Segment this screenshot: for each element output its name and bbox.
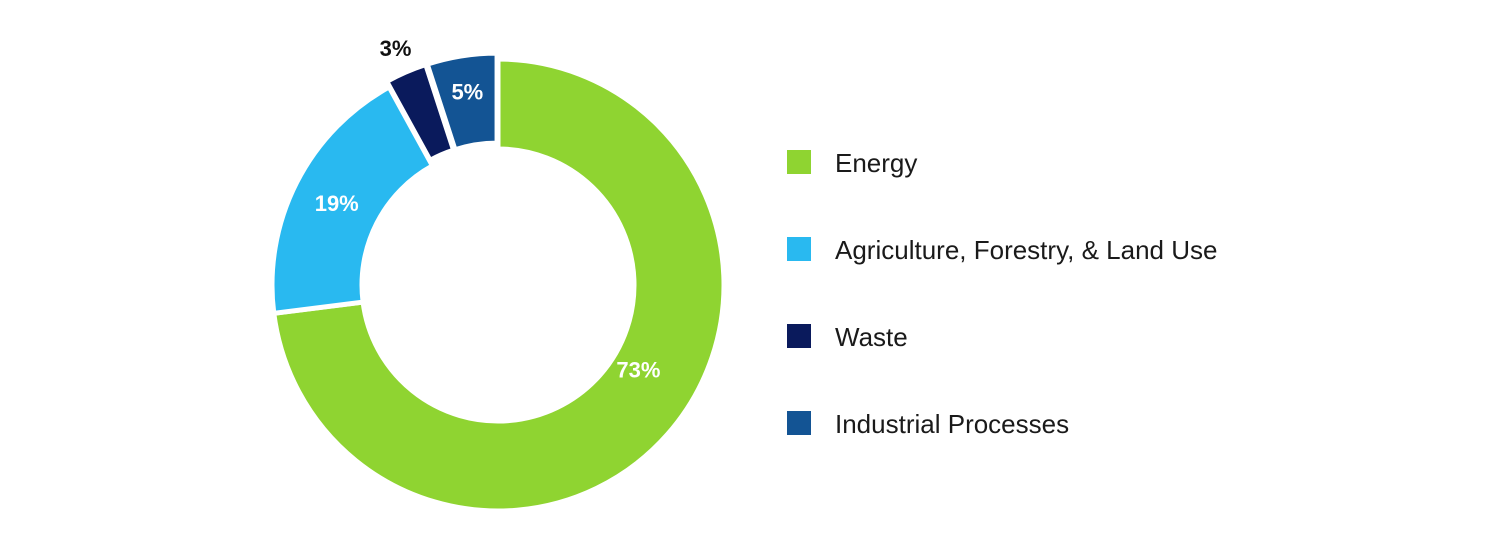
legend-swatch-waste <box>787 324 811 348</box>
legend-label-energy: Energy <box>835 148 917 178</box>
legend-label-industrial-processes: Industrial Processes <box>835 409 1069 439</box>
donut-slices <box>269 50 727 514</box>
data-label-industrial-processes: 5% <box>451 79 483 104</box>
legend-swatch-energy <box>787 150 811 174</box>
data-label-waste: 3% <box>380 36 412 61</box>
legend-label-waste: Waste <box>835 322 908 352</box>
legend-swatch-agriculture-forestry-land-use <box>787 237 811 261</box>
slice-energy <box>270 56 727 514</box>
slice-industrial-processes <box>424 50 500 153</box>
data-label-energy: 73% <box>616 358 660 383</box>
legend-swatch-industrial-processes <box>787 411 811 435</box>
legend: Energy Agriculture, Forestry, & Land Use W… <box>787 148 1217 439</box>
slice-labels: 73% 19% 3% 5% <box>315 36 661 382</box>
legend-label-agriculture-forestry-land-use: Agriculture, Forestry, & Land Use <box>835 235 1217 265</box>
data-label-agriculture-forestry-land-use: 19% <box>315 191 359 216</box>
slice-agriculture-forestry-land-use <box>269 83 436 317</box>
